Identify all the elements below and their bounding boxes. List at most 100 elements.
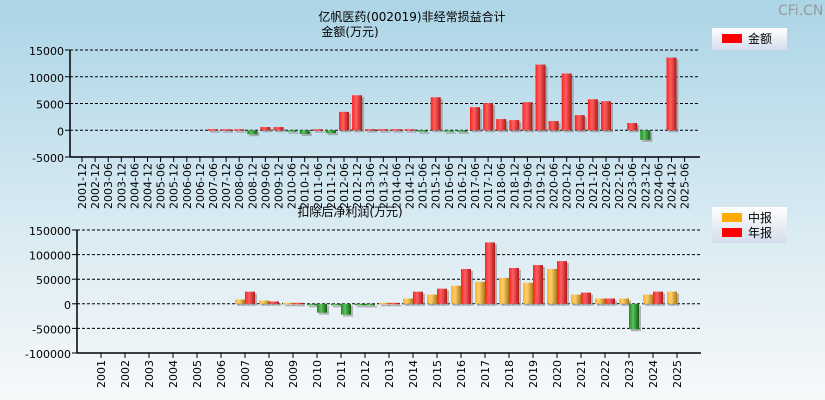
chart-2-xtick-label: 2001 xyxy=(95,360,108,388)
chart-1-xtick-label: 2021-12 xyxy=(587,163,600,209)
chart-1-bar xyxy=(404,129,415,131)
chart-2-xtick-label: 2011 xyxy=(335,360,348,388)
chart-1-bar xyxy=(365,129,376,131)
chart-1-xtick-label: 2017-06 xyxy=(469,163,482,209)
chart-1-bar-shadow xyxy=(380,131,391,133)
chart-1-bar-shadow xyxy=(314,131,325,133)
chart-1-title: 亿帆医药(002019)非经常损益合计 xyxy=(318,9,505,24)
chart-2-bar-interim-shadow xyxy=(261,302,271,306)
chart-1-xtick-label: 2010-06 xyxy=(286,163,299,209)
chart-2-xtick-label: 2017 xyxy=(479,360,492,388)
chart-1-xtick-label: 2021-06 xyxy=(574,163,587,209)
chart-1-ytick-label: 5000 xyxy=(36,99,64,112)
chart-2-xtick-label: 2004 xyxy=(167,360,180,388)
chart-2-bar-interim-shadow xyxy=(333,305,343,308)
chart-1-xtick-label: 2003-06 xyxy=(102,163,115,209)
chart-2-bar-annual xyxy=(365,303,375,306)
chart-2-bar-interim xyxy=(547,269,557,304)
chart-2-bar-interim-shadow xyxy=(381,304,391,307)
watermark: CFi.CN xyxy=(778,3,823,19)
chart-1-ytick-label: 15000 xyxy=(29,45,64,58)
chart-2-xtick-label: 2005 xyxy=(191,360,204,388)
chart-1-xtick-label: 2006-06 xyxy=(181,163,194,209)
chart-1-ylabel: 金额(万元) xyxy=(321,24,378,39)
chart-1-bar xyxy=(286,130,297,132)
chart-2-bar-annual xyxy=(413,291,423,304)
chart-2-bar-annual xyxy=(485,242,495,304)
chart-2-xtick-label: 2020 xyxy=(551,360,564,388)
chart-1-bar xyxy=(208,129,218,131)
chart-1-bar xyxy=(640,130,651,140)
chart-1-bar xyxy=(430,97,441,131)
chart-1-xtick-label: 2018-06 xyxy=(495,163,508,209)
chart-2-ytick-label: 0 xyxy=(64,299,71,312)
chart-1-xtick-label: 2020-06 xyxy=(548,163,561,209)
chart-1-xtick-label: 2001-12 xyxy=(76,163,89,209)
chart-1-xtick-label: 2005-12 xyxy=(168,163,181,209)
legend-label-interim: 中报 xyxy=(748,210,772,225)
chart-2-ytick-label: 100000 xyxy=(29,250,71,263)
chart-1-bar xyxy=(234,129,245,131)
chart-2-xtick-label: 2002 xyxy=(119,360,132,388)
chart-2-xtick-label: 2016 xyxy=(455,360,468,388)
legend-label-amount: 金额 xyxy=(748,31,772,46)
chart-1-bar xyxy=(260,127,271,131)
chart-1-bar-shadow xyxy=(445,132,456,134)
chart-1-bar xyxy=(221,129,232,131)
chart-1-xtick-label: 2011-12 xyxy=(325,163,338,209)
chart-1-xtick-label: 2016-12 xyxy=(456,163,469,209)
chart-2-ytick-label: -100000 xyxy=(25,348,71,361)
chart-1-xtick-label: 2016-06 xyxy=(443,163,456,209)
chart-1-bar-shadow xyxy=(249,132,260,137)
chart-1-bar xyxy=(509,120,520,131)
chart-1-xtick-label: 2007-12 xyxy=(220,163,233,209)
chart-1-bar xyxy=(391,129,402,131)
chart-2-bar-interim xyxy=(499,277,509,304)
chart-1-bar-shadow xyxy=(367,131,378,133)
chart-1-xtick-label: 2014-06 xyxy=(390,163,403,209)
chart-2-bar-interim xyxy=(403,298,413,304)
chart-2-xtick-label: 2022 xyxy=(599,360,612,388)
chart-1-xtick-label: 2007-06 xyxy=(207,163,220,209)
chart-1-xtick-label: 2018-12 xyxy=(508,163,521,209)
chart-1-xtick-label: 2004-06 xyxy=(128,163,141,209)
chart-1-xtick-label: 2023-12 xyxy=(639,163,652,209)
chart-1-bar xyxy=(496,119,507,131)
chart-2-xtick-label: 2014 xyxy=(407,360,420,388)
chart-2-bar-interim xyxy=(451,285,461,304)
chart-2-bar-annual xyxy=(581,292,591,304)
chart-2-bar-annual-shadow xyxy=(271,303,281,306)
chart-1-xtick-label: 2024-06 xyxy=(652,163,665,209)
chart-2-ytick-label: -50000 xyxy=(32,323,71,336)
chart-2-bar-annual xyxy=(389,302,399,305)
chart-1-xtick-label: 2008-06 xyxy=(233,163,246,209)
chart-1-bar xyxy=(417,130,428,132)
chart-1-bar xyxy=(443,130,454,132)
chart-1-xtick-label: 2009-06 xyxy=(259,163,272,209)
chart-1-bar xyxy=(247,130,258,135)
chart-1-bar-shadow xyxy=(393,131,404,133)
chart-1-ytick-label: 10000 xyxy=(29,72,64,85)
chart-2-bar-interim xyxy=(643,294,653,304)
chart-2-bar-annual xyxy=(461,269,471,304)
chart-1-xtick-label: 2011-06 xyxy=(312,163,325,209)
legend-1: 金额 xyxy=(712,28,787,50)
chart-1-bar xyxy=(470,107,480,131)
chart-2-bar-annual xyxy=(245,291,255,304)
chart-1-bar xyxy=(574,115,585,131)
chart-2-bar-interim xyxy=(619,298,629,304)
chart-1-bar xyxy=(587,99,598,131)
chart-2-xtick-label: 2007 xyxy=(239,360,252,388)
chart-1-bar xyxy=(522,102,533,131)
chart-2-bar-annual xyxy=(653,291,663,304)
chart-1-xtick-label: 2009-12 xyxy=(273,163,286,209)
chart-2-bar-interim xyxy=(571,294,581,304)
chart-1-bar xyxy=(339,111,349,131)
chart-2-bar-annual xyxy=(557,261,567,304)
chart-2-bar-annual xyxy=(341,303,351,315)
chart-2-ytick-label: 150000 xyxy=(29,225,71,238)
legend-label-annual: 年报 xyxy=(748,225,772,240)
chart-1-xtick-label: 2010-12 xyxy=(299,163,312,209)
chart-2-bar-interim xyxy=(595,298,605,304)
